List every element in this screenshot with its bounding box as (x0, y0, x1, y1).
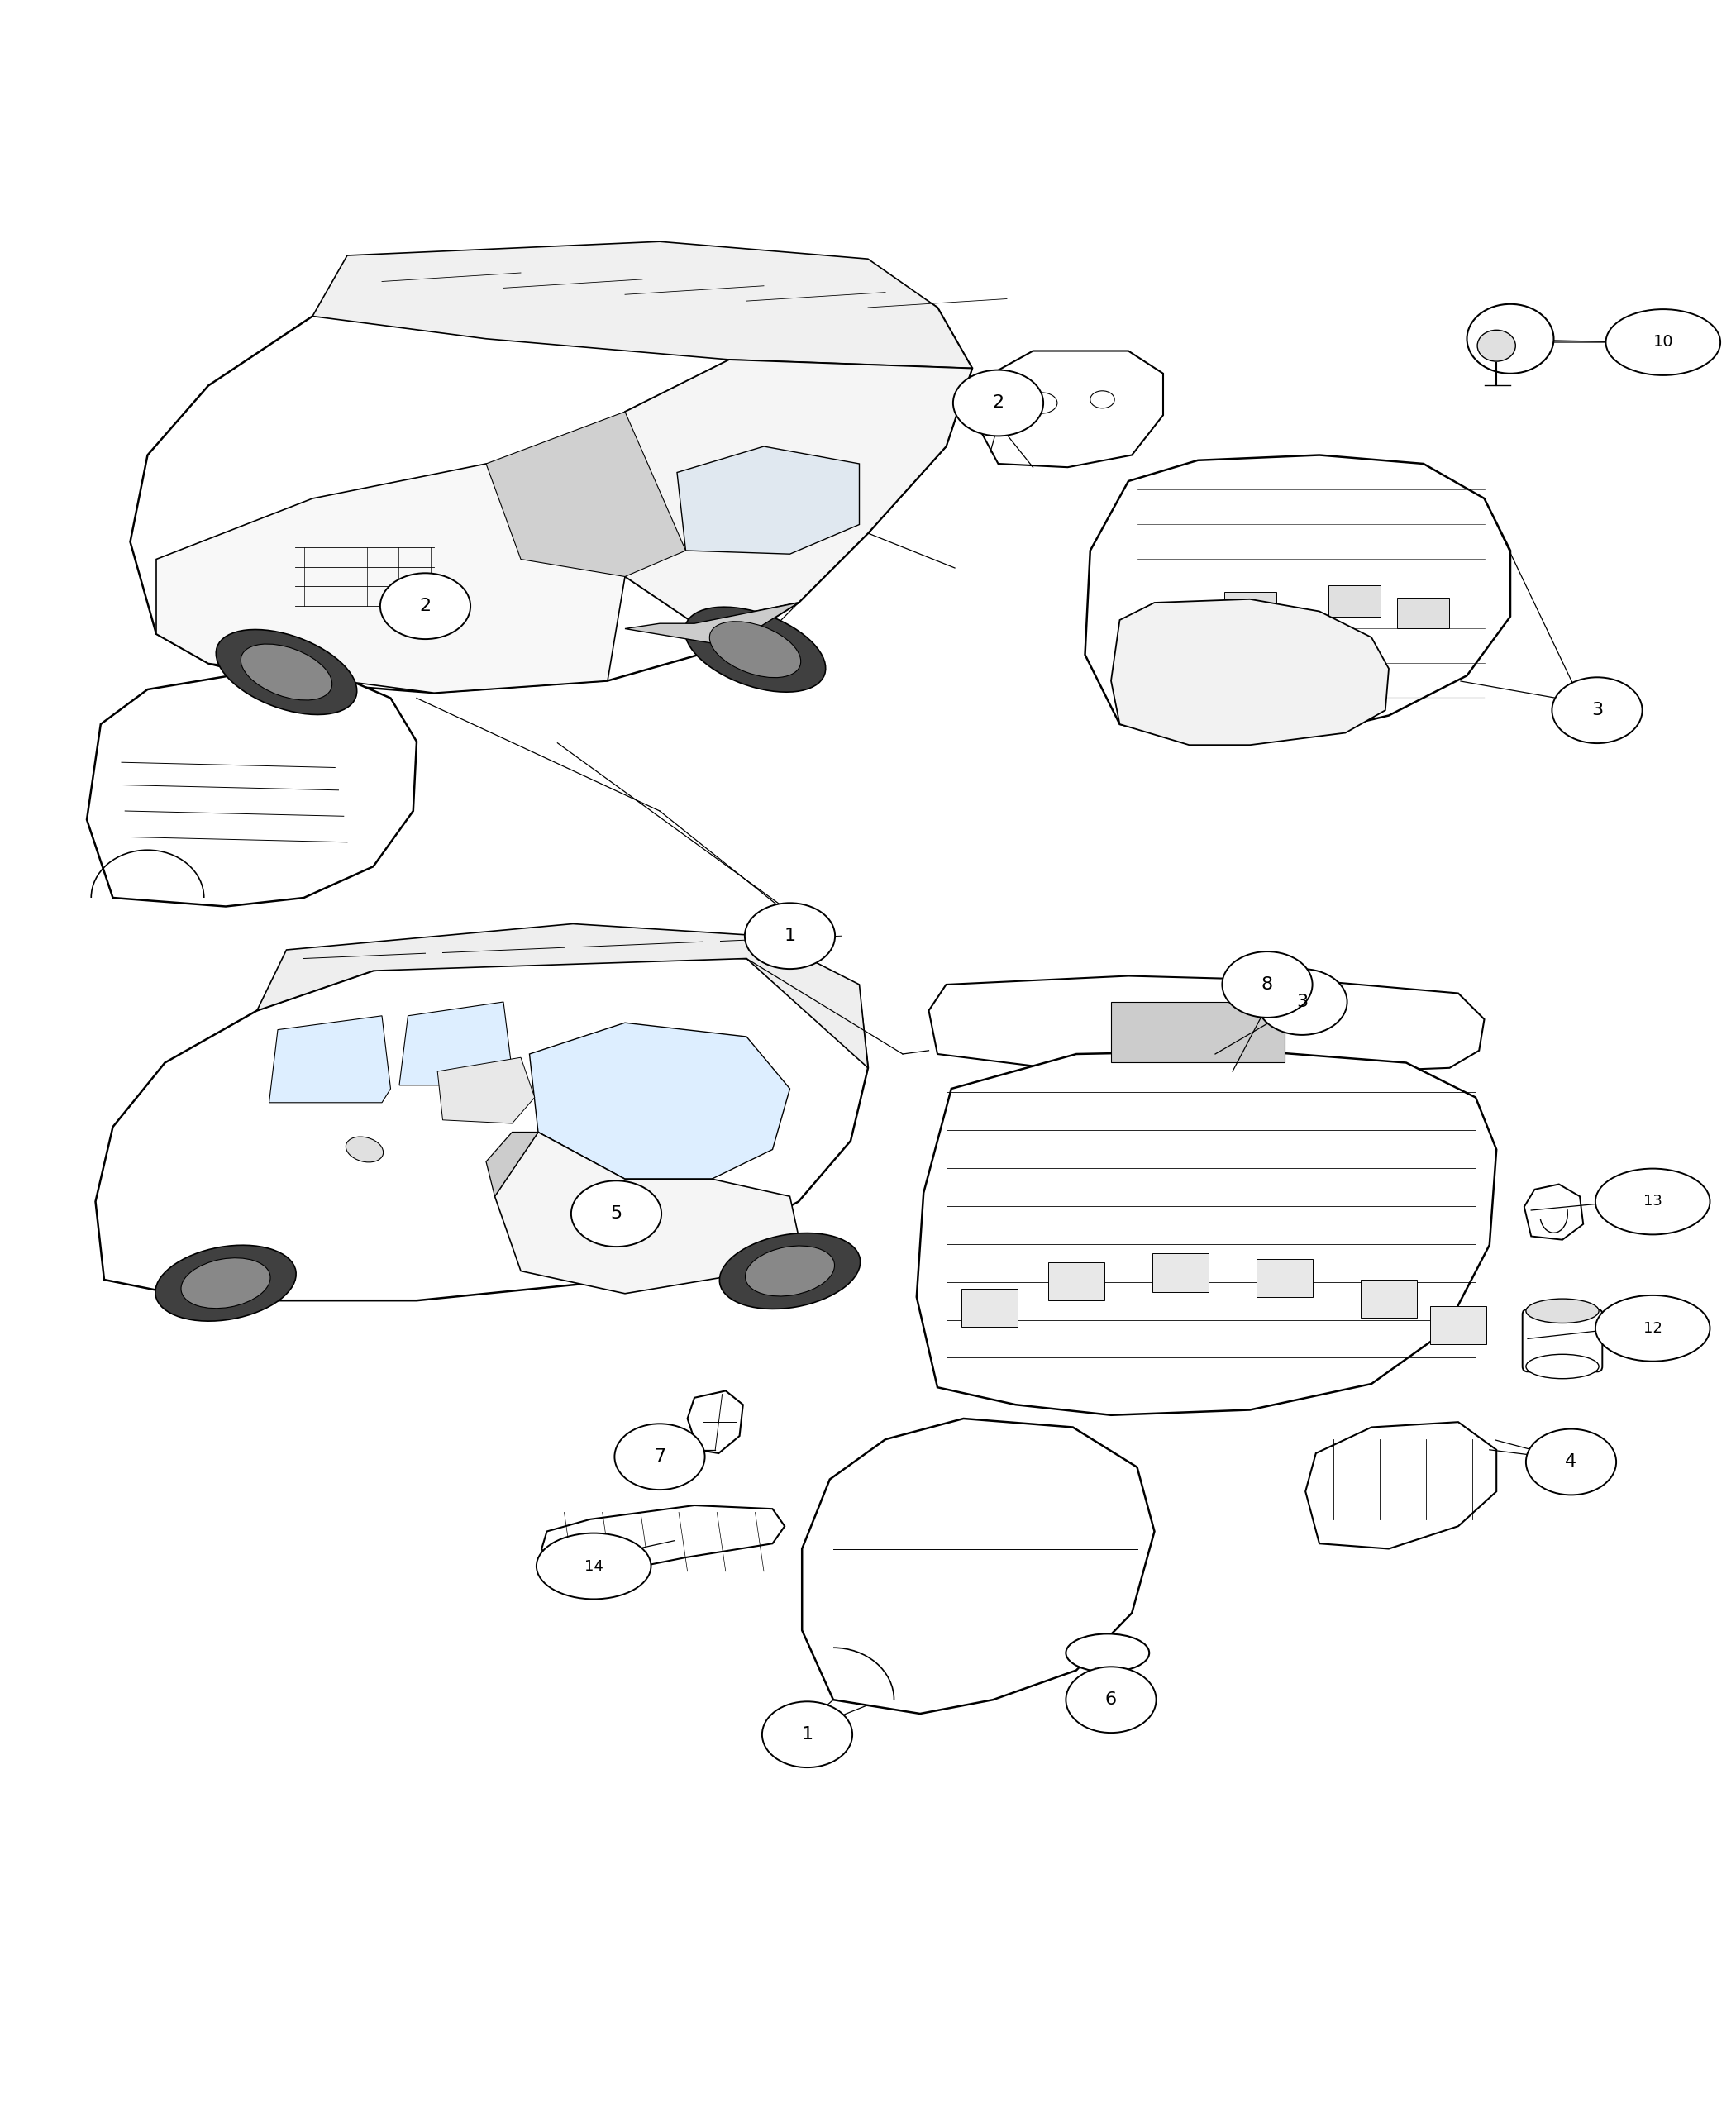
Ellipse shape (380, 573, 470, 639)
Ellipse shape (1606, 310, 1720, 375)
Bar (1257, 1258, 1312, 1296)
Polygon shape (542, 1505, 785, 1575)
Text: 10: 10 (1653, 335, 1674, 350)
Bar (1361, 1280, 1417, 1318)
Bar (1430, 1305, 1486, 1345)
Ellipse shape (745, 1246, 835, 1296)
Ellipse shape (571, 1180, 661, 1246)
Polygon shape (802, 1419, 1154, 1714)
Polygon shape (130, 247, 972, 694)
Ellipse shape (745, 902, 835, 970)
Polygon shape (486, 411, 686, 578)
Ellipse shape (215, 630, 358, 715)
Polygon shape (156, 464, 625, 694)
Ellipse shape (1066, 1634, 1149, 1672)
Ellipse shape (1026, 392, 1057, 413)
Ellipse shape (1090, 390, 1115, 409)
Ellipse shape (1552, 677, 1642, 744)
Ellipse shape (536, 1533, 651, 1600)
Polygon shape (929, 976, 1484, 1075)
Polygon shape (399, 1001, 512, 1086)
Polygon shape (95, 951, 868, 1301)
Ellipse shape (1477, 331, 1516, 360)
Polygon shape (674, 1189, 743, 1246)
Polygon shape (437, 1058, 535, 1124)
Text: 1: 1 (785, 928, 795, 944)
Polygon shape (972, 350, 1163, 468)
Polygon shape (87, 672, 417, 906)
Ellipse shape (953, 371, 1043, 436)
Text: 12: 12 (1644, 1322, 1661, 1336)
Polygon shape (1305, 1423, 1496, 1549)
Polygon shape (495, 1132, 799, 1294)
Polygon shape (625, 603, 799, 645)
Text: 13: 13 (1644, 1193, 1661, 1210)
Ellipse shape (762, 1701, 852, 1767)
FancyBboxPatch shape (1522, 1309, 1602, 1372)
Ellipse shape (710, 622, 800, 677)
Text: 2: 2 (993, 394, 1003, 411)
Ellipse shape (241, 645, 332, 700)
Text: 5: 5 (611, 1206, 621, 1223)
Ellipse shape (1526, 1429, 1616, 1495)
Polygon shape (269, 1016, 391, 1102)
Ellipse shape (1467, 304, 1554, 373)
Polygon shape (1085, 455, 1510, 744)
Ellipse shape (1222, 951, 1312, 1018)
Bar (1111, 1001, 1285, 1062)
Bar (1397, 597, 1450, 628)
Ellipse shape (1595, 1294, 1710, 1362)
Bar (1153, 1254, 1208, 1292)
Polygon shape (1524, 1185, 1583, 1240)
Bar (1049, 1263, 1104, 1301)
Text: 4: 4 (1566, 1455, 1576, 1469)
Text: 6: 6 (1106, 1691, 1116, 1707)
Ellipse shape (1526, 1299, 1599, 1324)
Text: 2: 2 (420, 599, 431, 613)
Polygon shape (486, 1132, 538, 1197)
Polygon shape (257, 923, 868, 1069)
Ellipse shape (155, 1246, 297, 1322)
Text: 1: 1 (802, 1726, 812, 1743)
Ellipse shape (345, 1136, 384, 1162)
Ellipse shape (181, 1258, 271, 1309)
Polygon shape (677, 447, 859, 554)
Text: 3: 3 (1297, 993, 1307, 1010)
Ellipse shape (1595, 1168, 1710, 1235)
Ellipse shape (1526, 1353, 1599, 1379)
Text: 14: 14 (585, 1558, 602, 1573)
Ellipse shape (1257, 970, 1347, 1035)
Polygon shape (687, 1391, 743, 1452)
Polygon shape (590, 360, 972, 624)
Text: 3: 3 (1592, 702, 1602, 719)
Ellipse shape (719, 1233, 861, 1309)
Polygon shape (269, 533, 443, 620)
Ellipse shape (615, 1423, 705, 1490)
Bar (1154, 616, 1207, 645)
Bar (1224, 592, 1276, 624)
Polygon shape (312, 242, 972, 369)
Polygon shape (1111, 599, 1389, 744)
Text: 8: 8 (1262, 976, 1272, 993)
Polygon shape (917, 1050, 1496, 1414)
Text: 7: 7 (654, 1448, 665, 1465)
Ellipse shape (1066, 1667, 1156, 1733)
Bar (1328, 586, 1380, 616)
Bar (962, 1288, 1017, 1326)
Polygon shape (529, 1022, 790, 1178)
Ellipse shape (684, 607, 826, 691)
